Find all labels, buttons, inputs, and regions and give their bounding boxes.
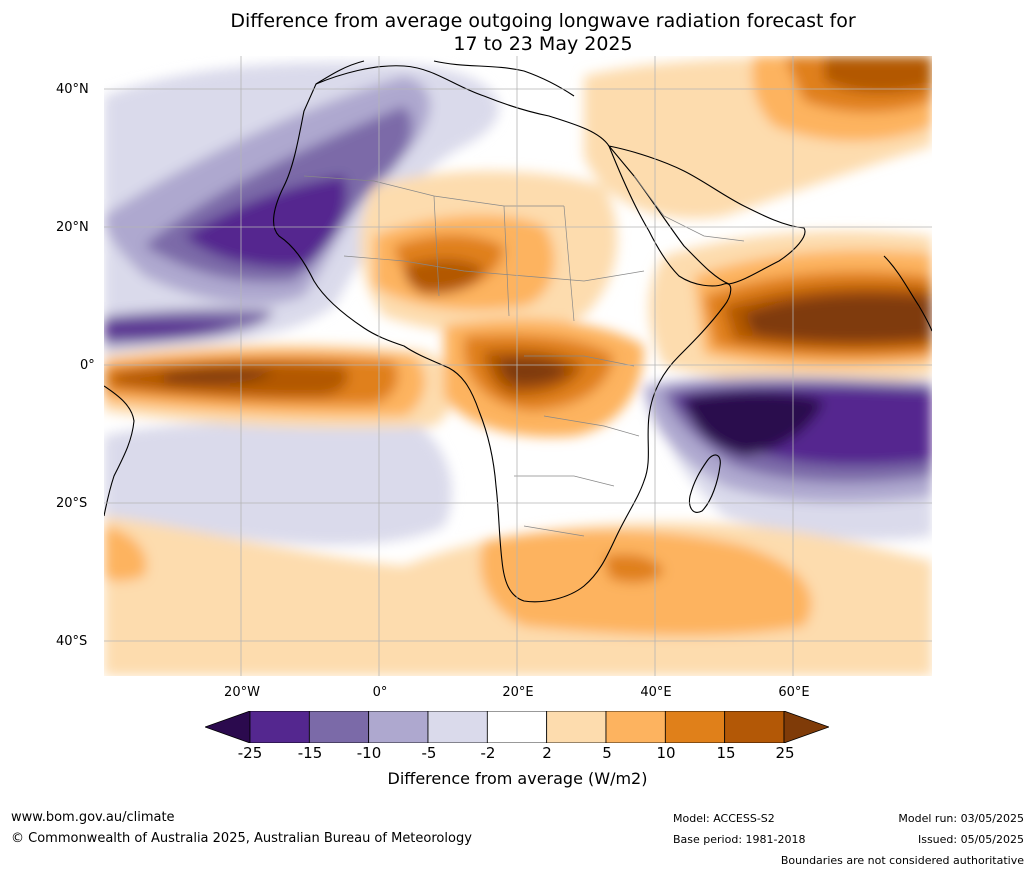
lat-label-20s: 20°S bbox=[56, 496, 88, 511]
title-line-2: 17 to 23 May 2025 bbox=[453, 33, 633, 55]
pos-core-arabian-sea bbox=[744, 295, 932, 342]
neg-core-west-africa bbox=[184, 176, 347, 268]
anomaly-fields bbox=[104, 56, 932, 676]
lon-label-40e: 40°E bbox=[640, 685, 672, 700]
colorbar-cell-1 bbox=[308, 711, 370, 743]
graticule bbox=[104, 56, 932, 676]
lon-label-0: 0° bbox=[372, 685, 388, 700]
lat-label-40n: 40°N bbox=[56, 82, 89, 97]
lat-label-40s: 40°S bbox=[56, 634, 88, 649]
title-line-1: Difference from average outgoing longwav… bbox=[230, 10, 856, 32]
colorbar-tick-7: 10 bbox=[656, 744, 676, 762]
colorbar-tick-9: 25 bbox=[775, 744, 795, 762]
colorbar-cell-3 bbox=[427, 711, 488, 743]
colorbar-extend-low bbox=[205, 711, 251, 743]
coastlines bbox=[104, 60, 932, 603]
colorbar-tick-0: -25 bbox=[237, 744, 263, 762]
colorbar-extend-high bbox=[783, 711, 829, 743]
lon-label-20e: 20°E bbox=[502, 685, 534, 700]
map-title: Difference from average outgoing longwav… bbox=[0, 10, 1035, 56]
south-america-coastline bbox=[104, 385, 135, 517]
footer-copyright: © Commonwealth of Australia 2025, Austra… bbox=[11, 831, 472, 846]
colorbar-tick-2: -10 bbox=[356, 744, 382, 762]
pos-core-central-asia bbox=[824, 56, 932, 93]
footer-model-run: Model run: 03/05/2025 bbox=[898, 812, 1024, 825]
madagascar-coastline bbox=[688, 454, 721, 513]
neg-core-indian-ocean bbox=[684, 391, 824, 456]
olr-anomaly-map bbox=[104, 56, 932, 676]
colorbar-tick-3: -5 bbox=[421, 744, 437, 762]
footer-url: www.bom.gov.au/climate bbox=[11, 810, 175, 825]
colorbar-cell-4 bbox=[486, 711, 548, 743]
country-borders bbox=[303, 175, 745, 537]
colorbar bbox=[205, 711, 829, 743]
europe-coastline bbox=[315, 60, 575, 97]
colorbar-tick-1: -15 bbox=[297, 744, 323, 762]
colorbar-cell-0 bbox=[249, 711, 310, 743]
footer-base-period: Base period: 1981-2018 bbox=[673, 833, 806, 846]
colorbar-cell-2 bbox=[368, 711, 429, 743]
colorbar-tick-6: 5 bbox=[602, 744, 612, 762]
footer-disclaimer: Boundaries are not considered authoritat… bbox=[780, 854, 1024, 867]
colorbar-label: Difference from average (W/m2) bbox=[387, 769, 648, 788]
colorbar-tick-8: 15 bbox=[716, 744, 736, 762]
colorbar-cell-5 bbox=[546, 711, 607, 743]
pos-zone-south-africa bbox=[480, 530, 812, 636]
lat-label-0: 0° bbox=[80, 358, 95, 373]
lon-label-60e: 60°E bbox=[778, 685, 810, 700]
lat-label-20n: 20°N bbox=[56, 220, 89, 235]
africa-coastline bbox=[273, 65, 732, 603]
colorbar-tick-5: 2 bbox=[542, 744, 552, 762]
colorbar-cell-7 bbox=[664, 711, 726, 743]
india-coastline bbox=[883, 255, 932, 332]
colorbar-cell-8 bbox=[724, 711, 785, 743]
footer-issued: Issued: 05/05/2025 bbox=[917, 833, 1024, 846]
arabia-coastline bbox=[607, 145, 806, 285]
lon-label-20w: 20°W bbox=[224, 685, 260, 700]
colorbar-cell-6 bbox=[605, 711, 666, 743]
pos-core-sahel bbox=[404, 258, 484, 295]
neg-zone-south-atlantic bbox=[104, 416, 452, 545]
footer-model: Model: ACCESS-S2 bbox=[673, 812, 775, 825]
colorbar-tick-4: -2 bbox=[480, 744, 496, 762]
